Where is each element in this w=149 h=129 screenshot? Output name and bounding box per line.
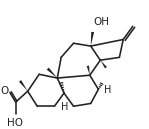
Text: OH: OH [94, 17, 110, 27]
Polygon shape [19, 80, 28, 91]
Polygon shape [91, 32, 94, 46]
Text: HO: HO [7, 119, 23, 128]
Polygon shape [87, 66, 90, 75]
Text: O: O [0, 86, 9, 96]
Text: H: H [104, 85, 111, 95]
Polygon shape [47, 68, 57, 78]
Polygon shape [100, 60, 107, 68]
Text: H: H [61, 102, 69, 112]
